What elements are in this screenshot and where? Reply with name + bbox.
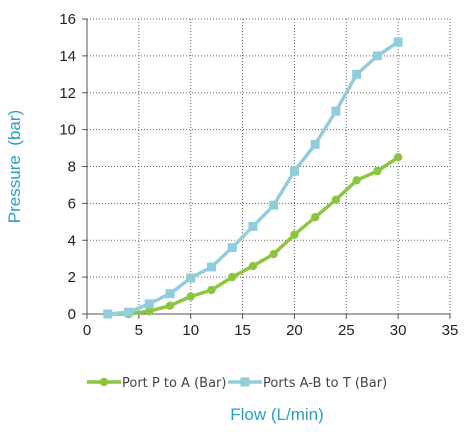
data-point [165,289,175,299]
data-point [227,243,237,253]
data-point [269,249,278,259]
legend-item-1: Port P to A (Bar) [87,376,226,391]
y-tick-label: 14 [59,48,76,65]
y-tick-label: 0 [68,306,76,323]
data-point [186,273,196,283]
data-point [352,69,362,79]
data-point [352,176,361,185]
axes [82,18,451,319]
data-point [144,299,154,309]
data-point [393,153,403,162]
data-point [248,261,258,271]
data-point [289,166,299,176]
legend-swatch-marker [99,377,109,387]
data-point [269,200,279,210]
data-point [207,285,216,295]
data-point [165,301,175,310]
x-tick-label: 25 [338,322,355,339]
x-tick-label: 20 [286,322,303,339]
legend: Port P to A (Bar) Ports A-B to T (Bar) [87,376,387,391]
x-tick-label: 35 [442,322,459,339]
y-axis-title: Pressure (bar) [5,110,24,223]
y-tick-label: 6 [68,195,76,212]
legend-label: Port P to A (Bar) [122,376,226,391]
data-point [103,309,113,319]
data-point [123,307,133,317]
data-point [310,213,320,222]
legend-label: Ports A-B to T (Bar) [263,376,387,391]
data-point [331,106,341,116]
x-tick-label: 15 [234,322,251,339]
y-tick-label: 10 [59,122,76,139]
x-tick-labels: 0 5 10 15 20 25 30 35 [83,322,459,339]
y-tick-label: 4 [68,232,76,249]
data-point [145,307,154,316]
series-1 [103,153,403,319]
x-tick-label: 0 [83,322,91,339]
grid-lines [87,18,451,314]
y-tick-label: 12 [59,85,76,102]
data-point [290,230,299,239]
data-point [206,262,216,272]
x-tick-label: 30 [390,322,407,339]
data-point [186,292,195,301]
y-tick-labels: 0 2 4 6 8 10 12 14 16 [59,11,76,323]
y-tick-label: 2 [68,269,76,286]
x-axis-title: Flow (L/min) [230,405,324,424]
data-point [310,139,320,149]
y-tick-label: 8 [68,159,76,176]
x-tick-label: 5 [135,322,143,339]
data-point [248,221,258,231]
legend-swatch-marker [240,377,250,387]
series-group [103,37,403,319]
data-point [331,195,341,204]
series-2 [103,37,403,319]
y-tick-label: 16 [59,11,76,28]
data-point [372,51,382,61]
x-tick-label: 10 [182,322,199,339]
legend-item-2: Ports A-B to T (Bar) [228,376,387,391]
data-point [373,166,382,176]
data-point [228,272,237,282]
data-point [393,37,403,47]
